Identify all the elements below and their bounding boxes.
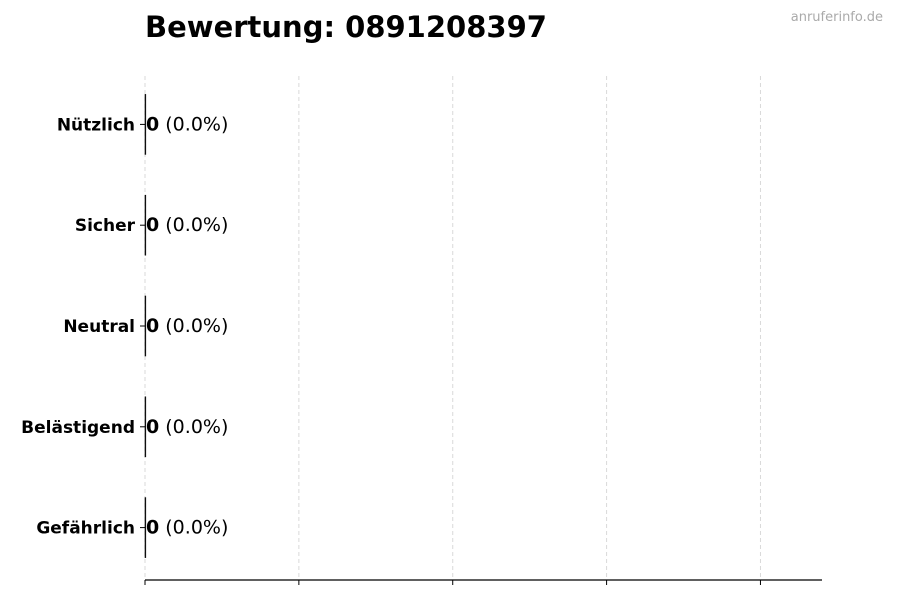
percent-label: (0.0%) — [159, 113, 228, 135]
count-label: 0 — [146, 113, 159, 135]
count-label: 0 — [146, 517, 159, 539]
data-label: 0 (0.0%) — [146, 113, 228, 135]
data-label: 0 (0.0%) — [146, 416, 228, 438]
count-label: 0 — [146, 315, 159, 337]
category-label: Nützlich — [57, 115, 135, 135]
category-label: Gefährlich — [36, 519, 135, 539]
percent-label: (0.0%) — [159, 517, 228, 539]
count-label: 0 — [146, 214, 159, 236]
chart-title: Bewertung: 0891208397 — [145, 10, 547, 44]
data-label: 0 (0.0%) — [146, 214, 228, 236]
watermark: anruferinfo.de — [790, 10, 883, 25]
data-label: 0 (0.0%) — [146, 315, 228, 337]
percent-label: (0.0%) — [159, 315, 228, 337]
percent-label: (0.0%) — [159, 214, 228, 236]
percent-label: (0.0%) — [159, 416, 228, 438]
category-label: Neutral — [63, 317, 135, 337]
category-label: Sicher — [75, 216, 136, 236]
data-label: 0 (0.0%) — [146, 517, 228, 539]
count-label: 0 — [146, 416, 159, 438]
category-label: Belästigend — [21, 418, 135, 438]
